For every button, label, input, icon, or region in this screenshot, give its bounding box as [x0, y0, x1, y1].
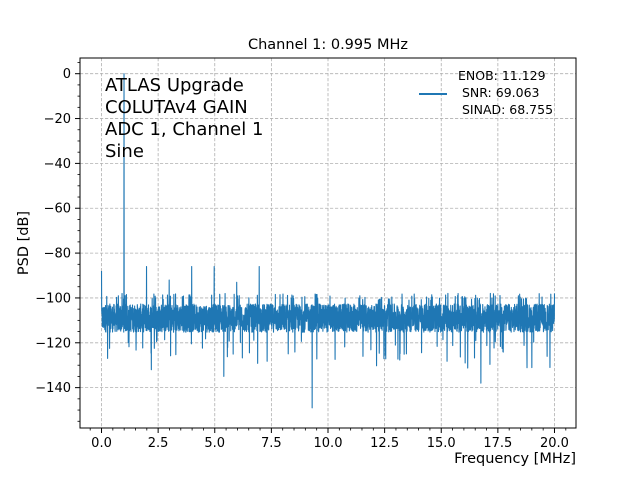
- annotation-line-4: Sine: [105, 141, 144, 162]
- x-tick-label: 12.5: [370, 436, 399, 451]
- chart-title: Channel 1: 0.995 MHz: [248, 37, 408, 53]
- grid-lines: [80, 58, 576, 428]
- legend-line-2: SNR: 69.063: [458, 85, 539, 100]
- y-axis-label: PSD [dB]: [16, 211, 32, 275]
- x-tick-label: 15.0: [427, 436, 456, 451]
- y-tick-label: −80: [44, 247, 71, 262]
- legend-line-1: ENOB: 11.129: [458, 68, 546, 83]
- x-axis-label: Frequency [MHz]: [454, 451, 576, 467]
- axis-ticks: 0.0 2.5 5.0 7.5 10.0 12.5 15.0 17.5 20.0 0 −20 −40 −…: [35, 62, 569, 451]
- annotation-line-2: COLUTAv4 GAIN: [105, 97, 248, 118]
- x-tick-label: 0.0: [91, 436, 112, 451]
- annotation-line-3: ADC 1, Channel 1: [105, 119, 263, 140]
- x-tick-label: 7.5: [261, 436, 282, 451]
- x-tick-label: 17.5: [483, 436, 512, 451]
- x-tick-label: 20.0: [540, 436, 569, 451]
- x-tick-label: 5.0: [204, 436, 225, 451]
- legend: ENOB: 11.129 SNR: 69.063 SINAD: 68.755: [419, 68, 553, 117]
- y-tick-label: −100: [35, 291, 71, 306]
- x-tick-label: 10.0: [314, 436, 343, 451]
- psd-trace: [100, 73, 556, 409]
- y-tick-label: −20: [44, 112, 71, 127]
- y-tick-label: −120: [35, 336, 71, 351]
- y-tick-label: −60: [44, 202, 71, 217]
- y-tick-label: −140: [35, 381, 71, 396]
- annotation-line-1: ATLAS Upgrade: [105, 75, 244, 96]
- annotation-block: ATLAS Upgrade COLUTAv4 GAIN ADC 1, Chann…: [105, 75, 263, 162]
- psd-trace-line: [100, 73, 556, 409]
- x-tick-label: 2.5: [148, 436, 169, 451]
- y-tick-label: −40: [44, 157, 71, 172]
- y-tick-label: 0: [63, 67, 71, 82]
- legend-line-3: SINAD: 68.755: [458, 102, 553, 117]
